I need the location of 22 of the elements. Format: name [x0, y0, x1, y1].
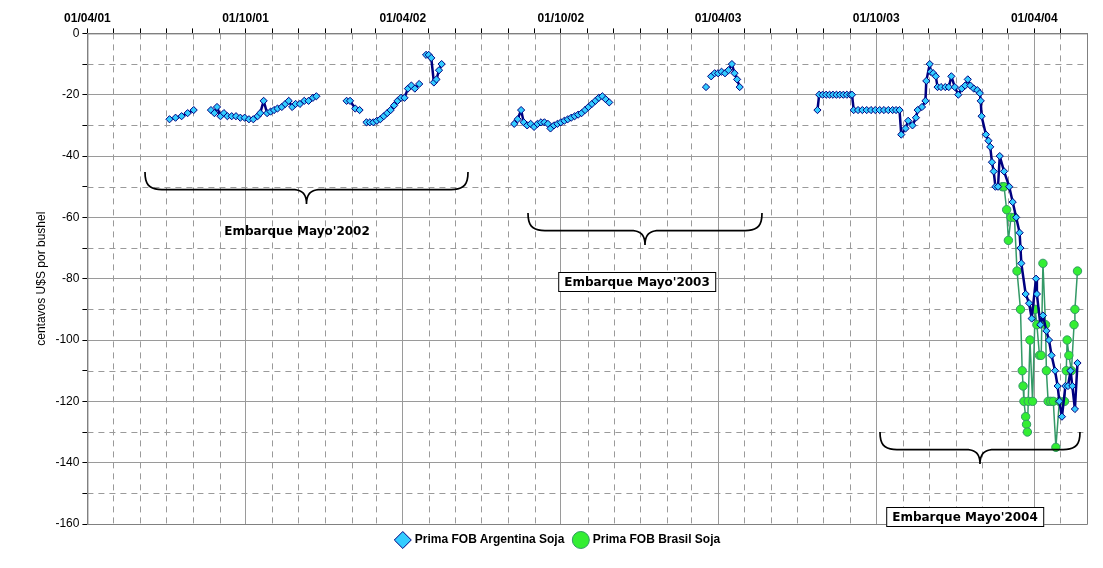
x-tick-label: 01/10/03: [852, 10, 900, 25]
legend-label: Prima FOB Argentina Soja: [414, 532, 565, 547]
legend-label: Prima FOB Brasil Soja: [592, 532, 721, 547]
y-tick-label: 0: [72, 25, 80, 40]
annotation: Embarque Mayo'2003: [558, 272, 716, 292]
annotation: Embarque Mayo'2002: [224, 224, 370, 238]
y-tick-label: -20: [62, 87, 80, 102]
x-tick-label: 01/04/04: [1010, 10, 1058, 25]
annotation: Embarque Mayo'2004: [886, 507, 1044, 527]
x-tick-label: 01/10/01: [222, 10, 270, 25]
y-axis-title: centavos U$S por bushel: [33, 211, 48, 346]
y-tick-label: -100: [55, 332, 80, 347]
y-tick-label: -140: [55, 454, 80, 469]
x-tick-label: 01/04/01: [64, 10, 112, 25]
x-tick-label: 01/04/03: [694, 10, 742, 25]
y-tick-label: -60: [62, 209, 80, 224]
y-tick-label: -120: [55, 393, 80, 408]
y-tick-label: -160: [55, 516, 80, 531]
x-tick-label: 01/04/02: [379, 10, 427, 25]
x-tick-label: 01/10/02: [537, 10, 585, 25]
y-tick-label: -80: [62, 271, 80, 286]
y-tick-label: -40: [62, 148, 80, 163]
